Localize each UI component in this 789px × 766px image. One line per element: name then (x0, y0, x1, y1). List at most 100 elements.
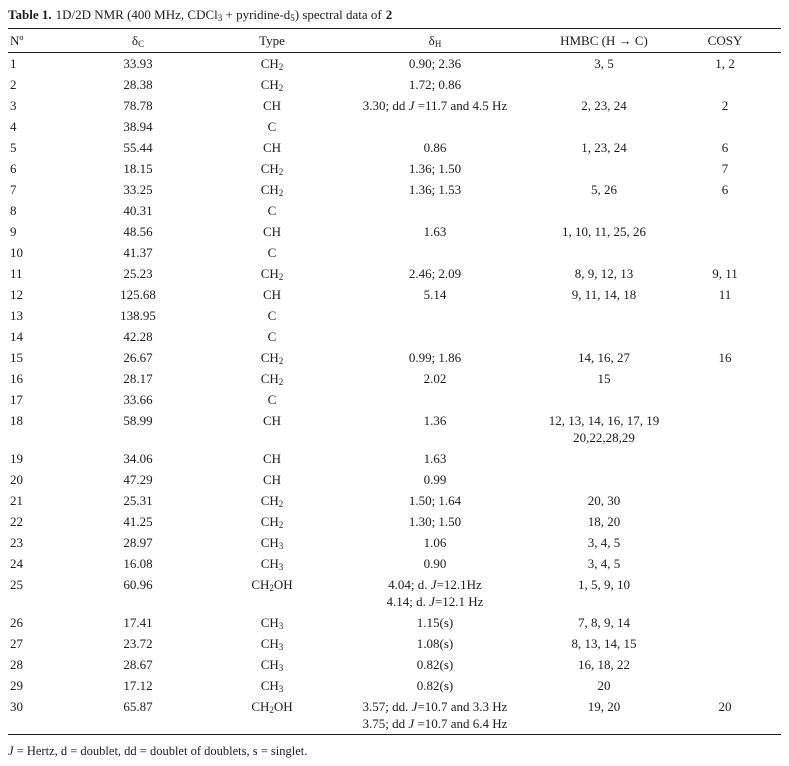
cell-position: 12 (10, 287, 23, 302)
cell-delta-h: 2.02 (423, 371, 447, 386)
cell-delta-c: 65.87 (123, 699, 153, 714)
cell-position: 18 (10, 413, 23, 428)
cell-position: 7 (10, 182, 17, 197)
cell-cosy (669, 511, 781, 532)
cell-delta-h: 0.86 (423, 140, 447, 155)
cell-delta-h: 1.30; 1.50 (408, 514, 462, 529)
cell-cosy (669, 469, 781, 490)
cell-position: 8 (10, 203, 17, 218)
cell-delta-c: 28.97 (123, 535, 153, 550)
cell-delta-h (331, 389, 539, 410)
cell-cosy: 6 (721, 182, 729, 197)
cell-delta-c: 41.25 (123, 514, 153, 529)
cell-delta-h: 1.63 (423, 224, 447, 239)
cell-hmbc: 1, 23, 24 (581, 140, 627, 155)
cell-hmbc (539, 242, 669, 263)
table-caption-compound: 2 (385, 7, 393, 22)
cell-delta-c: 58.99 (123, 413, 153, 428)
cell-delta-c: 17.41 (123, 615, 153, 630)
cell-hmbc: 16, 18, 22 (578, 657, 630, 672)
cell-hmbc: 12, 13, 14, 16, 17, 19 20,22,28,29 (548, 413, 660, 445)
cell-position: 24 (10, 556, 23, 571)
table-row: 20 47.29 CH 0.99 (8, 469, 781, 490)
table-row: 29 17.12 CH3 0.82(s) 20 (8, 675, 781, 696)
cell-hmbc (539, 74, 669, 95)
cell-delta-h (331, 305, 539, 326)
cell-delta-c: 23.72 (123, 636, 153, 651)
cell-hmbc (539, 305, 669, 326)
cell-delta-c: 25.23 (123, 266, 153, 281)
cell-delta-c: 28.38 (123, 77, 153, 92)
cell-type: CH2 (260, 371, 284, 387)
column-header-hmbc: HMBC (H → C) (539, 28, 669, 53)
cell-delta-h: 1.36; 1.53 (408, 182, 462, 197)
cell-delta-c: 41.37 (123, 245, 153, 260)
cell-position: 25 (10, 577, 23, 592)
table-row: 13 138.95 C (8, 305, 781, 326)
cell-delta-c: 47.29 (123, 472, 153, 487)
cell-delta-c: 33.93 (123, 56, 153, 71)
cell-delta-h: 4.04; d. J=12.1Hz 4.14; d. J=12.1 Hz (386, 577, 484, 609)
cell-position: 17 (10, 392, 23, 407)
table-row: 21 25.31 CH2 1.50; 1.64 20, 30 (8, 490, 781, 511)
cell-position: 2 (10, 77, 17, 92)
table-row: 4 38.94 C (8, 116, 781, 137)
cell-delta-h: 1.50; 1.64 (408, 493, 462, 508)
cell-delta-c: 28.17 (123, 371, 153, 386)
cell-position: 6 (10, 161, 17, 176)
cell-type: CH3 (260, 556, 284, 572)
cell-cosy: 6 (721, 140, 729, 155)
column-header-type: Type (213, 28, 331, 53)
table-row: 9 48.56 CH 1.63 1, 10, 11, 25, 26 (8, 221, 781, 242)
cell-cosy (669, 612, 781, 633)
cell-type: CH (262, 287, 282, 302)
cell-delta-c: 26.67 (123, 350, 153, 365)
cell-type: CH2 (260, 493, 284, 509)
cell-cosy: 20 (718, 699, 732, 714)
cell-cosy (669, 305, 781, 326)
cell-hmbc: 3, 4, 5 (587, 535, 621, 550)
table-caption: Table 1. 1D/2D NMR (400 MHz, CDCl3 + pyri… (8, 6, 781, 23)
cell-type: CH (262, 472, 282, 487)
table-row: 24 16.08 CH3 0.90 3, 4, 5 (8, 553, 781, 574)
cell-position: 20 (10, 472, 23, 487)
cell-type: C (267, 119, 277, 134)
cell-hmbc: 3, 4, 5 (587, 556, 621, 571)
cell-type: CH2OH (251, 577, 293, 593)
table-row: 11 25.23 CH2 2.46; 2.09 8, 9, 12, 13 9, 11 (8, 263, 781, 284)
table-row: 1 33.93 CH2 0.90; 2.36 3, 5 1, 2 (8, 53, 781, 75)
cell-type: C (267, 392, 277, 407)
cell-hmbc (539, 469, 669, 490)
table-row: 22 41.25 CH2 1.30; 1.50 18, 20 (8, 511, 781, 532)
table-caption-text: 1D/2D NMR (400 MHz, CDCl3 + pyridine-d5)… (55, 7, 382, 23)
cell-position: 14 (10, 329, 23, 344)
cell-delta-h: 2.46; 2.09 (408, 266, 462, 281)
cell-type: C (267, 245, 277, 260)
cell-delta-c: 34.06 (123, 451, 153, 466)
cell-delta-h: 0.82(s) (416, 678, 454, 693)
cell-delta-h (331, 242, 539, 263)
cell-delta-c: 33.25 (123, 182, 153, 197)
cell-cosy (669, 74, 781, 95)
cell-delta-h: 0.90; 2.36 (408, 56, 462, 71)
cell-type: CH3 (260, 615, 284, 631)
table-row: 5 55.44 CH 0.86 1, 23, 24 6 (8, 137, 781, 158)
cell-cosy (669, 326, 781, 347)
cell-delta-c: 17.12 (123, 678, 153, 693)
cell-type: CH2 (260, 56, 284, 72)
cell-cosy (669, 368, 781, 389)
column-header-cosy: COSY (669, 28, 781, 53)
cell-cosy: 16 (718, 350, 732, 365)
cell-delta-h: 0.90 (423, 556, 447, 571)
cell-cosy: 2 (721, 98, 729, 113)
table-header-row: Nº δC Type δH HMBC (H → C) COSY (8, 28, 781, 53)
cell-cosy (669, 532, 781, 553)
cell-cosy (669, 574, 781, 612)
cell-position: 22 (10, 514, 23, 529)
column-header-n: Nº (8, 28, 63, 53)
cell-delta-h: 1.08(s) (416, 636, 454, 651)
cell-hmbc (539, 326, 669, 347)
cell-hmbc: 19, 20 (587, 699, 621, 714)
cell-delta-c: 25.31 (123, 493, 153, 508)
